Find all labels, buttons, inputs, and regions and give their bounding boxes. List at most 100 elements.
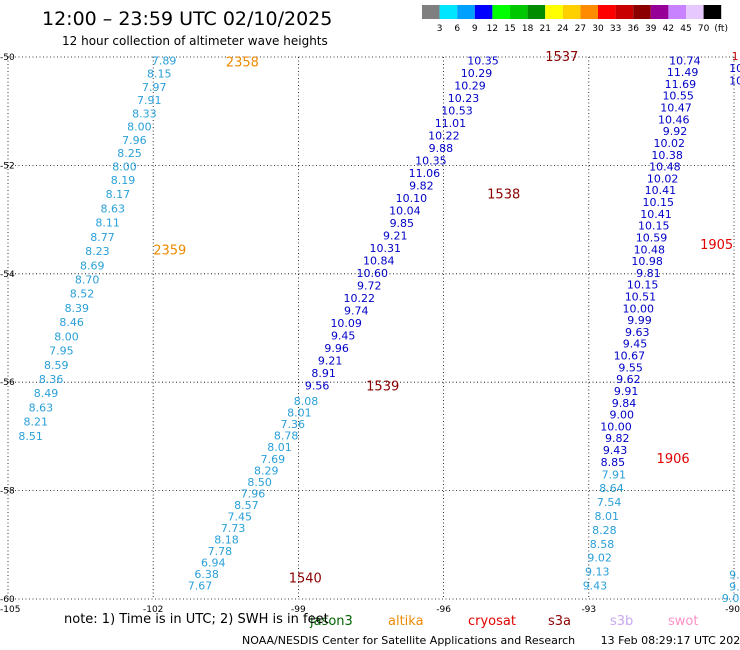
edge-clipped-label: 10 <box>729 62 740 75</box>
legend-label: 15 <box>504 24 515 34</box>
legend-label: (ft) <box>714 24 728 34</box>
wave-height-value: 9.55 <box>618 361 643 374</box>
legend-swatch <box>492 5 510 19</box>
wave-height-value: 10.31 <box>370 242 402 255</box>
wave-height-value: 7.45 <box>227 510 252 523</box>
satellite-legend-altika: altika <box>388 614 424 629</box>
satellite-legend-s3a: s3a <box>548 614 571 629</box>
legend-swatch <box>545 5 563 19</box>
legend-label: 18 <box>522 24 534 34</box>
wave-height-value: 8.15 <box>147 68 172 81</box>
legend-swatch <box>703 5 722 19</box>
wave-height-value: 10.15 <box>627 279 659 292</box>
wave-height-value: 8.33 <box>132 107 157 120</box>
wave-height-value: 9.56 <box>305 379 330 392</box>
map-title: 12:00 – 23:59 UTC 02/10/2025 <box>42 8 333 30</box>
wave-height-value: 9.43 <box>603 444 628 457</box>
wave-height-value: 8.08 <box>294 395 319 408</box>
wave-height-value: 10.67 <box>614 350 646 363</box>
wave-height-value: 7.89 <box>152 54 177 67</box>
legend-label: 9 <box>472 24 478 34</box>
wave-height-value: 10.02 <box>654 137 686 150</box>
wave-height-value: 7.78 <box>208 545 233 558</box>
wave-height-value: 10.59 <box>636 231 668 244</box>
wave-height-value: 10.15 <box>642 196 674 209</box>
legend-label: 36 <box>627 24 639 34</box>
edge-clipped-label: 10 <box>729 74 740 87</box>
legend-swatch <box>562 5 581 19</box>
wave-height-value: 8.25 <box>117 147 142 160</box>
x-tick-label: -99 <box>291 605 306 615</box>
wave-height-value: 7.91 <box>602 468 627 481</box>
edge-clipped-label: 9. <box>729 581 740 594</box>
wave-height-value: 8.11 <box>95 217 120 230</box>
wave-height-value: 10.22 <box>343 292 375 305</box>
satellite-legend-jason3: jason3 <box>309 614 353 629</box>
wave-height-value: 9.43 <box>583 579 608 592</box>
wave-height-value: 8.01 <box>594 510 619 523</box>
wave-height-value: 10.98 <box>631 255 663 268</box>
wave-height-value: 7.36 <box>280 418 305 431</box>
wave-height-value: 8.21 <box>23 416 48 429</box>
wave-height-value: 7.54 <box>597 496 622 509</box>
legend-swatch <box>615 5 634 19</box>
wave-height-value: 10.29 <box>461 67 493 80</box>
wave-height-value: 10.10 <box>396 192 428 205</box>
legend-label: 21 <box>539 24 550 34</box>
wave-height-value: 7.96 <box>122 134 147 147</box>
pass-time-label: 1905 <box>700 238 733 253</box>
wave-height-value: 8.69 <box>80 259 105 272</box>
note-row: note: 1) Time is in UTC; 2) SWH is in fe… <box>64 612 329 627</box>
x-tick-label: -90 <box>725 605 740 615</box>
wave-height-value: 7.73 <box>221 522 246 535</box>
y-tick-label: -52 <box>0 161 15 171</box>
legend-swatch <box>422 5 440 19</box>
legend-label: 30 <box>592 24 604 34</box>
wave-height-value: 10.46 <box>658 113 690 126</box>
wave-height-value: 10.51 <box>625 291 657 304</box>
wave-height-value: 8.64 <box>599 482 624 495</box>
wave-height-value: 9.85 <box>390 217 415 230</box>
map-subtitle: 12 hour collection of altimeter wave hei… <box>62 34 328 48</box>
legend-label: 39 <box>645 24 657 34</box>
wave-height-value: 10.00 <box>622 302 654 315</box>
wave-height-value: 8.00 <box>54 330 79 343</box>
pass-time-label: 2358 <box>226 55 259 70</box>
wave-height-value: 9.63 <box>625 326 650 339</box>
legend-label: 33 <box>610 24 621 34</box>
legend-label: 3 <box>437 24 443 34</box>
wave-height-value: 11.69 <box>665 78 697 91</box>
wave-height-value: 8.63 <box>101 202 126 215</box>
wave-height-value: 10.55 <box>662 90 694 103</box>
wave-height-value: 7.96 <box>241 487 266 500</box>
x-tick-label: -93 <box>581 605 596 615</box>
legend-swatch <box>510 5 528 19</box>
y-tick-label: -60 <box>0 595 15 605</box>
y-tick-label: -54 <box>0 270 15 280</box>
legend-label: 24 <box>557 24 569 34</box>
wave-height-value: 8.17 <box>106 188 131 201</box>
wave-height-value: 8.18 <box>214 533 239 546</box>
wave-height-value: 9.82 <box>409 179 434 192</box>
wave-height-value: 10.47 <box>660 102 692 115</box>
wave-height-value: 7.91 <box>137 94 162 107</box>
wave-height-value: 9.92 <box>663 125 688 138</box>
legend-label: 42 <box>663 24 674 34</box>
wave-height-value: 9.84 <box>612 397 637 410</box>
wave-height-value: 9.62 <box>616 373 641 386</box>
wave-height-value: 8.58 <box>590 538 615 551</box>
wave-height-value: 10.74 <box>669 54 701 67</box>
wave-height-value: 10.02 <box>647 172 679 185</box>
note-text: note: 1) Time is in UTC; 2) SWH is in fe… <box>64 612 329 627</box>
satellite-legend-s3b: s3b <box>610 614 633 629</box>
legend-label: 27 <box>575 24 586 34</box>
legend-swatch <box>650 5 669 19</box>
pass-time-label: 1538 <box>487 188 520 203</box>
wave-height-value: 8.50 <box>247 476 272 489</box>
wave-height-value: 11.06 <box>409 167 441 180</box>
wave-height-value: 10.35 <box>415 154 447 167</box>
edge-clipped-label: 1 <box>732 50 739 63</box>
pass-time-label: 1906 <box>657 452 690 467</box>
legend-swatch <box>457 5 475 19</box>
